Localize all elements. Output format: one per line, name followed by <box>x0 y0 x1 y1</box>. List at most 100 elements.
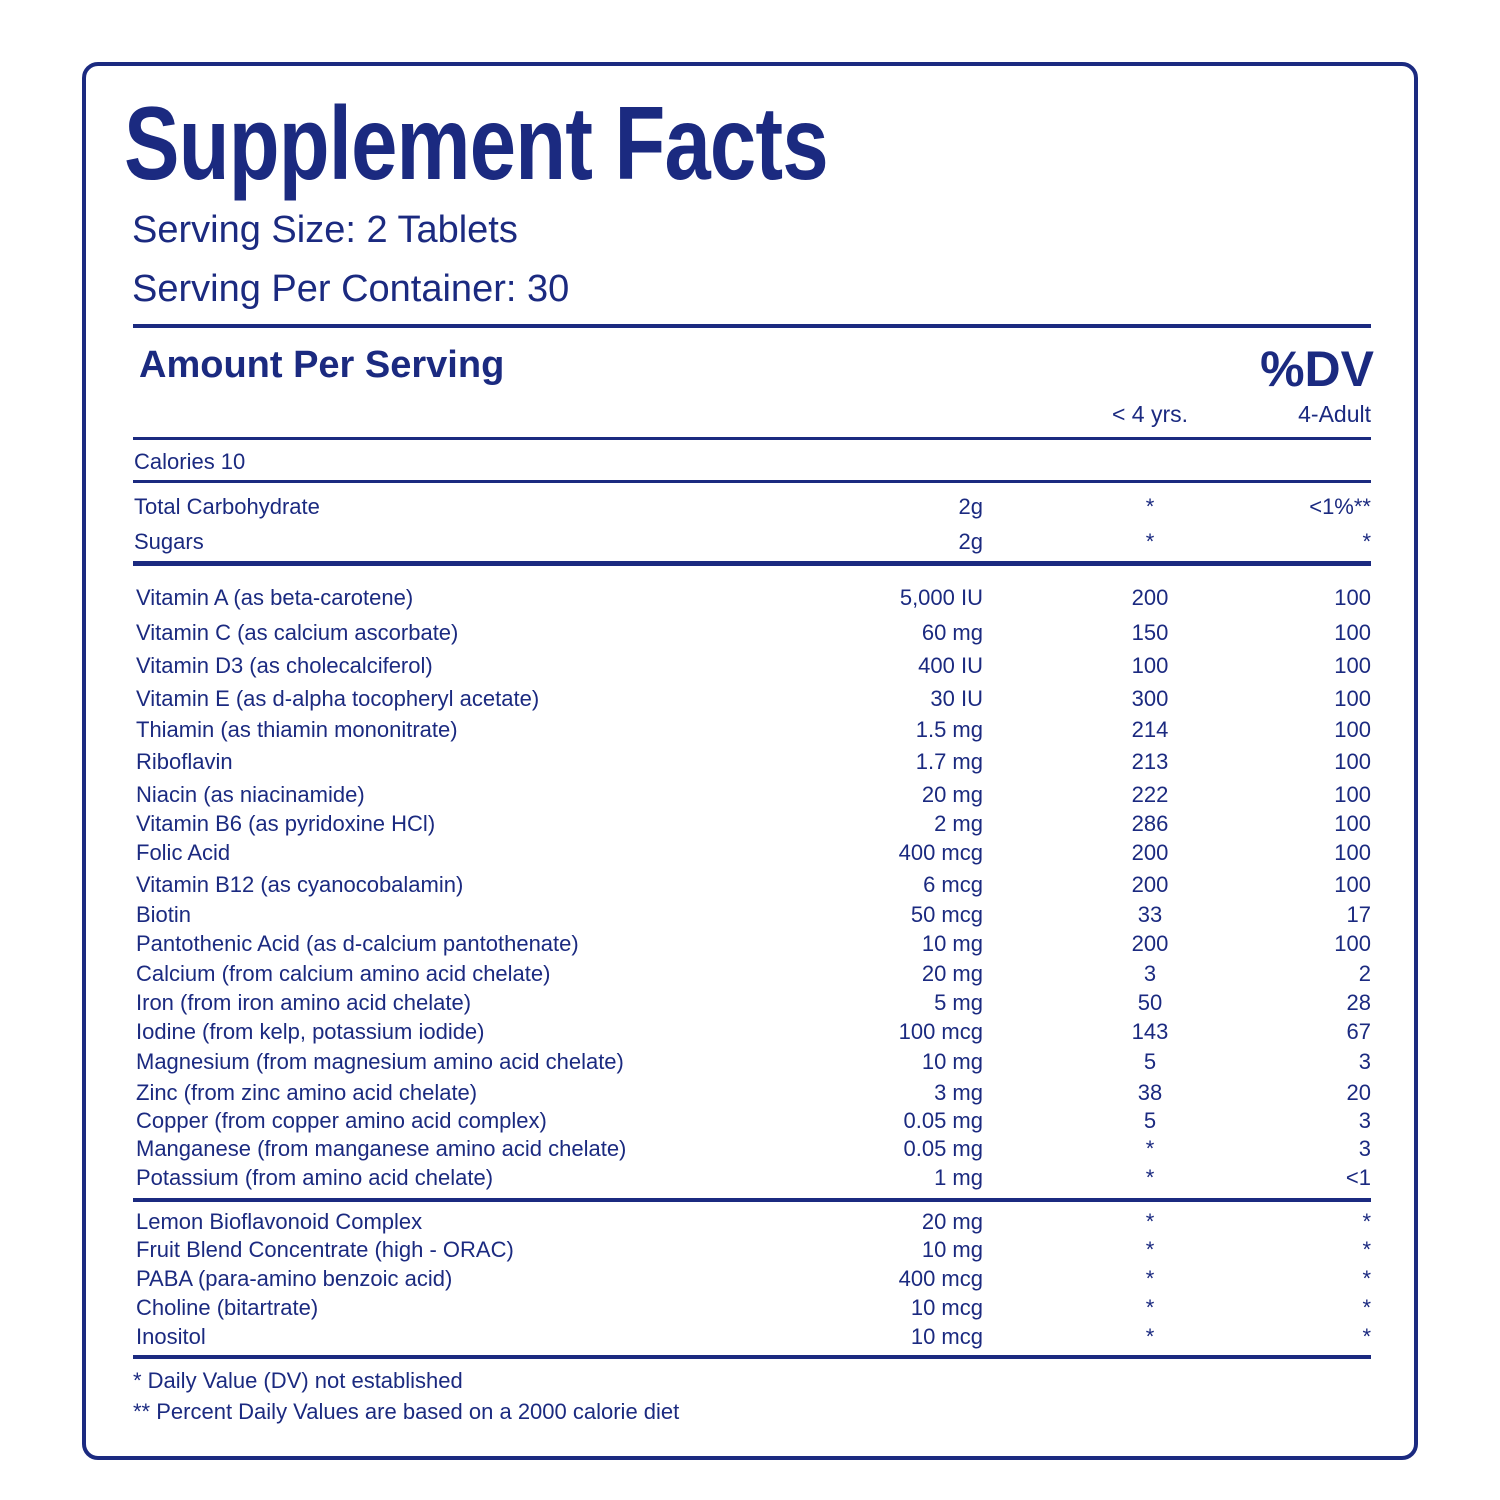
nutrient-name: Vitamin E (as d-alpha tocopheryl acetate… <box>136 686 540 711</box>
dv-under-4: 100 <box>1131 653 1169 678</box>
nutrient-amount: 2g <box>958 494 983 519</box>
calories: Calories 10 <box>134 449 246 474</box>
dv-adult: * <box>1362 1295 1371 1320</box>
dv-under-4: * <box>1145 1209 1155 1234</box>
divider <box>133 437 1371 440</box>
dv-adult: * <box>1362 1209 1371 1234</box>
nutrient-row: Vitamin B12 (as cyanocobalamin) 6 mcg 200 1… <box>0 872 1500 898</box>
dv-adult: 2 <box>1358 961 1371 986</box>
dv-under-4: * <box>1145 1266 1155 1291</box>
dv-under-4: 143 <box>1131 1019 1169 1044</box>
servings-per-container: Serving Per Container: 30 <box>132 268 570 310</box>
dv-under-4: 300 <box>1131 686 1169 711</box>
amount-per-serving-heading: Amount Per Serving <box>139 344 505 386</box>
dv-adult: 28 <box>1346 990 1371 1015</box>
nutrient-amount: 10 mcg <box>910 1324 983 1349</box>
nutrient-row: Vitamin B6 (as pyridoxine HCl) 2 mg 286 100 <box>0 811 1500 837</box>
nutrient-amount: 10 mcg <box>910 1295 983 1320</box>
dv-under-4: * <box>1145 1165 1155 1190</box>
nutrient-name: PABA (para-amino benzoic acid) <box>136 1266 453 1291</box>
nutrient-amount: 400 mcg <box>898 1266 983 1291</box>
dv-under-4: 286 <box>1131 811 1169 836</box>
nutrient-row: Lemon Bioflavonoid Complex 20 mg * * <box>0 1209 1500 1235</box>
nutrient-amount: 0.05 mg <box>903 1136 984 1161</box>
nutrient-name: Vitamin C (as calcium ascorbate) <box>136 620 459 645</box>
dv-under-4: * <box>1145 1295 1155 1320</box>
dv-adult: * <box>1362 1266 1371 1291</box>
nutrient-amount: 1.7 mg <box>915 749 983 774</box>
dv-under-4: 5 <box>1143 1108 1157 1133</box>
nutrient-amount: 10 mg <box>921 931 983 956</box>
nutrient-amount: 20 mg <box>921 1209 983 1234</box>
dv-adult: 100 <box>1334 782 1371 807</box>
nutrient-name: Zinc (from zinc amino acid chelate) <box>136 1080 478 1105</box>
nutrient-name: Manganese (from manganese amino acid che… <box>136 1136 627 1161</box>
dv-under-4: 5 <box>1143 1049 1157 1074</box>
dv-adult: 17 <box>1346 902 1371 927</box>
nutrient-name: Riboflavin <box>136 749 233 774</box>
nutrient-name: Biotin <box>136 902 192 927</box>
column-under-4: < 4 yrs. <box>1111 401 1189 427</box>
nutrient-amount: 2 mg <box>934 811 983 836</box>
nutrient-amount: 1 mg <box>934 1165 983 1190</box>
nutrient-amount: 2g <box>958 529 983 554</box>
divider <box>133 1355 1371 1359</box>
nutrient-name: Vitamin B12 (as cyanocobalamin) <box>136 872 464 897</box>
divider <box>133 1198 1371 1202</box>
nutrient-name: Pantothenic Acid (as d-calcium pantothen… <box>136 931 579 956</box>
dv-adult: 100 <box>1334 931 1371 956</box>
nutrient-row: Sugars 2g * * <box>0 529 1500 555</box>
nutrient-amount: 10 mg <box>921 1049 983 1074</box>
nutrient-row: Pantothenic Acid (as d-calcium pantothen… <box>0 931 1500 957</box>
dv-under-4: 50 <box>1137 990 1163 1015</box>
dv-adult: 100 <box>1334 653 1371 678</box>
nutrient-name: Potassium (from amino acid chelate) <box>136 1165 494 1190</box>
dv-under-4: 200 <box>1131 840 1169 865</box>
nutrient-row: Vitamin D3 (as cholecalciferol) 400 IU 100… <box>0 653 1500 679</box>
dv-under-4: 214 <box>1131 717 1169 742</box>
dv-under-4: 38 <box>1137 1080 1163 1105</box>
dv-heading: %DV <box>1260 341 1374 397</box>
nutrient-amount: 50 mcg <box>910 902 983 927</box>
nutrient-amount: 60 mg <box>921 620 983 645</box>
nutrient-row: Vitamin E (as d-alpha tocopheryl acetate… <box>0 686 1500 712</box>
nutrient-row: Riboflavin 1.7 mg 213 100 <box>0 749 1500 775</box>
nutrient-row: PABA (para-amino benzoic acid) 400 mcg * * <box>0 1266 1500 1292</box>
dv-adult: * <box>1362 1237 1371 1262</box>
nutrient-name: Fruit Blend Concentrate (high - ORAC) <box>136 1237 514 1262</box>
dv-adult: 3 <box>1358 1049 1371 1074</box>
dv-under-4: 213 <box>1131 749 1169 774</box>
dv-under-4: * <box>1145 529 1155 554</box>
nutrient-name: Iodine (from kelp, potassium iodide) <box>136 1019 485 1044</box>
dv-adult: 100 <box>1334 811 1371 836</box>
dv-under-4: 200 <box>1131 585 1169 610</box>
dv-adult: 100 <box>1334 585 1371 610</box>
dv-under-4: * <box>1145 494 1155 519</box>
serving-size: Serving Size: 2 Tablets <box>132 209 518 251</box>
nutrient-row: Vitamin C (as calcium ascorbate) 60 mg 150… <box>0 620 1500 646</box>
nutrient-row: Thiamin (as thiamin mononitrate) 1.5 mg 21… <box>0 717 1500 743</box>
dv-adult: 100 <box>1334 872 1371 897</box>
nutrient-row: Vitamin A (as beta-carotene) 5,000 IU 200 1… <box>0 585 1500 611</box>
nutrient-name: Vitamin B6 (as pyridoxine HCl) <box>136 811 436 836</box>
dv-adult: * <box>1362 1324 1371 1349</box>
nutrient-row: Copper (from copper amino acid complex) 0… <box>0 1108 1500 1134</box>
nutrient-row: Manganese (from manganese amino acid che… <box>0 1136 1500 1162</box>
nutrient-amount: 30 IU <box>930 686 983 711</box>
dv-adult: 20 <box>1346 1080 1371 1105</box>
nutrient-name: Folic Acid <box>136 840 231 865</box>
dv-under-4: 222 <box>1131 782 1169 807</box>
nutrient-amount: 5 mg <box>934 990 983 1015</box>
nutrient-row: Choline (bitartrate) 10 mcg * * <box>0 1295 1500 1321</box>
dv-adult: * <box>1362 529 1371 554</box>
nutrient-name: Thiamin (as thiamin mononitrate) <box>136 717 458 742</box>
nutrient-row: Niacin (as niacinamide) 20 mg 222 100 <box>0 782 1500 808</box>
nutrient-amount: 6 mcg <box>923 872 983 897</box>
nutrient-row: Folic Acid 400 mcg 200 100 <box>0 840 1500 866</box>
nutrient-row: Iodine (from kelp, potassium iodide) 100 … <box>0 1019 1500 1045</box>
dv-adult: 100 <box>1334 717 1371 742</box>
dv-under-4: 200 <box>1131 872 1169 897</box>
dv-adult: 3 <box>1358 1136 1371 1161</box>
nutrient-name: Choline (bitartrate) <box>136 1295 319 1320</box>
divider <box>133 480 1371 483</box>
